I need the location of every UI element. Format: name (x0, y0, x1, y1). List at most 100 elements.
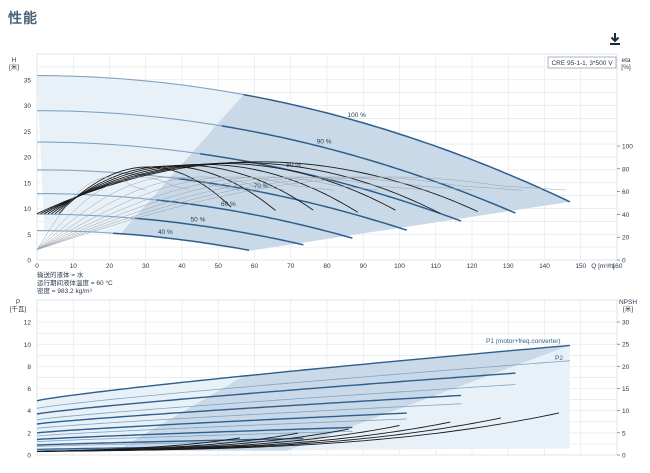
speed-curve-light (37, 110, 222, 127)
eta-tick-label: 40 (622, 212, 630, 219)
y-tick-label: 0 (27, 258, 31, 265)
speed-curve-label: 70 % (254, 183, 269, 190)
x-tick-label: 80 (323, 263, 331, 270)
speed-curve (199, 153, 462, 222)
efficiency-curve (47, 163, 359, 215)
eta-thin-curve (36, 176, 429, 250)
npsh-tick-label: 25 (622, 342, 630, 349)
model-box (547, 56, 617, 69)
x-tick-label: 140 (539, 263, 550, 270)
speed-curve-light (37, 213, 135, 219)
eta-thin-curve (36, 176, 523, 250)
efficiency-curve (44, 163, 396, 215)
p1-curve (36, 394, 462, 425)
y-tick-label: 2 (27, 430, 31, 437)
y-tick-label: 6 (27, 386, 31, 393)
npsh-axis-label: [米] (623, 304, 633, 313)
x-tick-label: 30 (142, 263, 150, 270)
eta-thin-curve (36, 176, 473, 250)
download-icon[interactable] (608, 32, 622, 46)
speed-curve (134, 217, 304, 246)
speed-curve (113, 232, 250, 252)
y-tick-label: 8 (27, 364, 31, 371)
speed-curve-label: 50 % (191, 216, 206, 223)
y-tick-label: 10 (24, 206, 32, 213)
npsh-tick-label: 15 (622, 386, 630, 393)
speed-curve-label: 40 % (158, 229, 173, 236)
p2-curve (36, 430, 353, 443)
efficiency-curve (51, 164, 314, 215)
eta-tick-label: 100 (622, 144, 633, 151)
y-axis-label: H (12, 57, 17, 64)
y-axis-label: [米] (9, 62, 19, 71)
eta-thin-curve (36, 176, 146, 250)
p2-curve (36, 418, 407, 437)
y-tick-label: 35 (24, 77, 32, 84)
speed-curve (243, 93, 571, 203)
x-tick-label: 50 (215, 263, 223, 270)
eta-tick-label: 60 (622, 189, 630, 196)
x-tick-label: 40 (178, 263, 186, 270)
speed-curve (221, 125, 516, 214)
npsh-tick-label: 20 (622, 364, 630, 371)
eta-thin-curve (36, 176, 378, 250)
eta-thin-curve (36, 176, 335, 250)
power-envelope-preferred (116, 345, 570, 451)
p2-curve (36, 384, 516, 421)
page-title: 性能 (8, 10, 38, 26)
fluid-note: 运行期间液体温度 = 60 °C (37, 278, 113, 287)
y-tick-label: 12 (24, 320, 32, 327)
y-tick-label: 10 (24, 342, 32, 349)
power-npsh-panel: P1 (motor+freq.converter) P 20 2 4 6 8 10 12 0 5 10… (10, 299, 638, 460)
x-tick-label: 90 (360, 263, 368, 270)
y-axis-label: P (16, 299, 20, 306)
x-tick-label: 160 (612, 263, 623, 270)
x-tick-label: 10 (70, 263, 78, 270)
p2-curve (36, 403, 462, 429)
p1-curve (36, 412, 407, 434)
speed-curve (178, 177, 408, 231)
npsh-curve (36, 437, 241, 452)
y-tick-label: 30 (24, 103, 32, 110)
y-tick-label: 25 (24, 129, 32, 136)
x-tick-label: 100 (394, 263, 405, 270)
npsh-tick-label: 5 (622, 430, 626, 437)
eta-axis-label: eta (621, 57, 630, 64)
x-tick-label: 150 (575, 263, 586, 270)
x-tick-label: 110 (431, 263, 442, 270)
y-tick-label: 20 (24, 155, 32, 162)
p1-curve (36, 372, 516, 415)
envelope-preferred-area (120, 94, 570, 251)
y-tick-label: 4 (27, 408, 31, 415)
series-label-p2: P2 (555, 355, 563, 362)
npsh-tick-label: 30 (622, 320, 630, 327)
eta-tick-label: 20 (622, 235, 630, 242)
npsh-tick-label: 0 (622, 453, 626, 460)
x-tick-label: 20 (106, 263, 114, 270)
eta-tick-label: 80 (622, 166, 630, 173)
x-tick-label: 0 (35, 263, 39, 270)
eta-tick-label: 0 (622, 258, 626, 265)
eta-axis-label: [%] (621, 64, 631, 71)
p1-curve (36, 344, 570, 402)
speed-curve-label: 90 % (317, 139, 332, 146)
fluid-note: 输送的液体 = 水 (37, 270, 84, 279)
y-tick-label: 15 (24, 180, 32, 187)
speed-curve-label: 80 % (286, 162, 301, 169)
eta-thin-curve (36, 176, 284, 250)
efficiency-curve (54, 165, 276, 215)
fluid-note: 密度 = 983.2 kg/m³ (37, 286, 93, 295)
efficiency-curve (36, 161, 478, 215)
series-label-p1: P1 (motor+freq.converter) (486, 338, 561, 345)
npsh-tick-label: 10 (622, 408, 630, 415)
speed-curve-light (37, 75, 244, 96)
npsh-axis-label: NPSH (619, 299, 637, 306)
speed-curve-light (37, 193, 157, 201)
x-tick-label: 130 (503, 263, 514, 270)
speed-curve-light (36, 230, 114, 234)
x-tick-label: 70 (287, 263, 295, 270)
x-tick-label: 60 (251, 263, 259, 270)
x-axis-label: Q [m³/h] (591, 263, 615, 270)
p2-curve (36, 360, 570, 409)
